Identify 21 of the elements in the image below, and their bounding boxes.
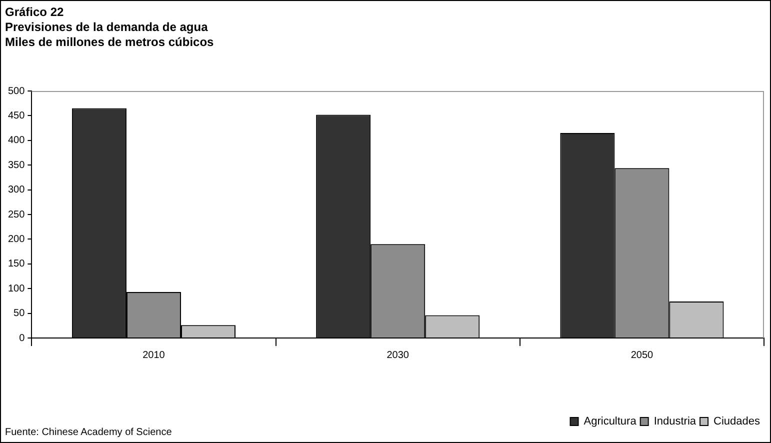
y-tick-label: 150: [8, 258, 26, 270]
chart-subtitle: Previsiones de la demanda de agua: [5, 20, 208, 35]
source-note: Fuente: Chinese Academy of Science: [5, 427, 172, 438]
chart-title: Gráfico 22: [5, 5, 64, 20]
y-tick-label: 500: [8, 86, 26, 97]
y-tick-label: 350: [8, 160, 26, 171]
y-tick-label: 100: [8, 283, 26, 294]
y-tick-label: 0: [19, 332, 26, 344]
y-tick-label: 250: [8, 209, 26, 220]
legend-label: Agricultura: [584, 416, 638, 428]
x-tick-label: 2010: [142, 350, 166, 361]
y-tick-label: 400: [8, 135, 26, 146]
y-axis-title: Miles de millones de metros cúbicos: [5, 35, 214, 50]
legend-label: Ciudades: [714, 416, 760, 428]
y-tick-label: 300: [8, 184, 26, 196]
x-tick-label: 2050: [630, 350, 654, 361]
legend-label: Industria: [654, 416, 697, 428]
y-tick-label: 200: [8, 234, 26, 245]
y-tick-label: 50: [14, 308, 26, 320]
y-tick-label: 450: [8, 110, 26, 122]
x-tick-label: 2030: [386, 350, 410, 361]
